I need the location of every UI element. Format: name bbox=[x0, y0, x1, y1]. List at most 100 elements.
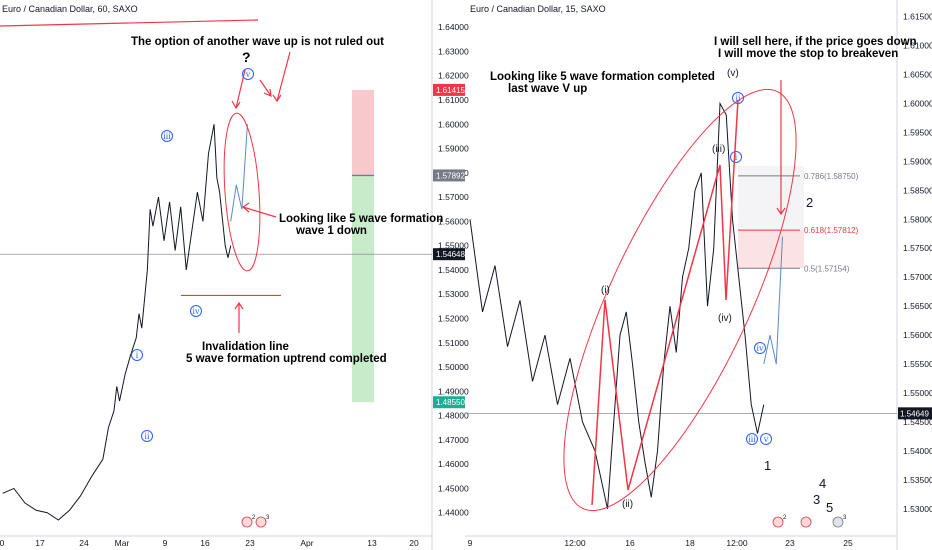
left-y-tick: 1.49000 bbox=[438, 386, 469, 396]
annotation-sell: I will sell here, if the price goes down bbox=[714, 36, 917, 48]
right-x-tick: 16 bbox=[625, 538, 635, 548]
right-y-tick: 1.61500 bbox=[903, 12, 932, 22]
annotation-last-wave: last wave V up bbox=[508, 83, 587, 95]
right-y-tick: 1.56000 bbox=[903, 330, 932, 340]
left-x-tick: 17 bbox=[35, 538, 45, 548]
fib-label: 0.5(1.57154) bbox=[804, 264, 850, 273]
left-y-tick: 1.48000 bbox=[438, 411, 469, 421]
svg-text:iii: iii bbox=[748, 434, 756, 444]
left-x-tick: 16 bbox=[200, 538, 210, 548]
left-top-trend-line bbox=[0, 19, 259, 27]
right-price-tag-label: 1.54649 bbox=[900, 409, 929, 418]
left-wave-ellipse bbox=[223, 112, 261, 272]
arrow-to-v bbox=[235, 69, 246, 109]
right-y-tick: 1.59500 bbox=[903, 127, 932, 137]
reward-zone bbox=[352, 175, 374, 403]
left-x-ticks: 0 17 24 Mar 9 16 23 Apr 13 20 bbox=[0, 538, 419, 548]
left-y-ticks: 1.64000 1.63000 1.62000 1.61000 1.60000 1.590… bbox=[438, 22, 469, 518]
right-price-tags: 1.5464905:06 bbox=[898, 407, 932, 420]
right-y-tick: 1.57000 bbox=[903, 272, 932, 282]
svg-text:i: i bbox=[136, 350, 139, 360]
left-price-tag-label: 1.48550 bbox=[436, 398, 465, 407]
right-y-tick: 1.61000 bbox=[903, 41, 932, 51]
right-projection-path bbox=[763, 236, 783, 365]
left-y-tick: 1.57000 bbox=[438, 192, 469, 202]
arrowhead bbox=[263, 88, 272, 97]
right-y-tick: 1.53000 bbox=[903, 504, 932, 514]
fib-label: 0.618(1.57812) bbox=[804, 226, 859, 235]
left-y-tick: 1.50000 bbox=[438, 362, 469, 372]
right-y-tick: 1.58500 bbox=[903, 185, 932, 195]
svg-text:3: 3 bbox=[266, 515, 270, 521]
right-y-tick: 1.56500 bbox=[903, 301, 932, 311]
right-x-tick: 18 bbox=[685, 538, 695, 548]
right-wave-ellipse bbox=[563, 88, 797, 512]
left-projection-path bbox=[230, 124, 248, 222]
arrowhead bbox=[272, 94, 282, 103]
left-price-tag-label: 1.57892 bbox=[436, 171, 465, 180]
right-y-tick: 1.55500 bbox=[903, 359, 932, 369]
left-x-tick: 23 bbox=[245, 538, 255, 548]
right-x-tick: 23 bbox=[785, 538, 795, 548]
wave-label-1: 1 bbox=[764, 458, 771, 473]
right-y-tick: 1.57500 bbox=[903, 243, 932, 253]
risk-zone bbox=[352, 89, 374, 176]
wave-label-iv-paren: (iv) bbox=[718, 313, 732, 324]
fib-label: 0.786(1.58750) bbox=[804, 172, 859, 181]
arrow-wave1 bbox=[242, 206, 277, 218]
arrowhead bbox=[241, 202, 250, 213]
right-y-tick: 1.59000 bbox=[903, 156, 932, 166]
wave-label-ii-paren: (ii) bbox=[622, 499, 633, 510]
left-x-tick: Mar bbox=[115, 538, 130, 548]
right-y-tick: 1.58000 bbox=[903, 214, 932, 224]
left-y-tick: 1.64000 bbox=[438, 22, 469, 32]
right-x-tick: 25 bbox=[843, 538, 853, 548]
right-x-ticks: 9 12:00 16 18 12:00 23 25 bbox=[468, 538, 853, 548]
right-price-series bbox=[469, 101, 765, 509]
arrowhead bbox=[231, 100, 241, 110]
wave-label-v-paren: (v) bbox=[727, 68, 739, 79]
left-price-tag bbox=[433, 83, 465, 96]
left-price-tag bbox=[433, 248, 465, 261]
annotation-wave1-down: wave 1 down bbox=[295, 225, 367, 237]
svg-text:ii: ii bbox=[735, 93, 741, 103]
svg-text:v: v bbox=[764, 434, 769, 444]
right-circle-label-ii: ii bbox=[732, 92, 744, 104]
arrowhead bbox=[776, 207, 786, 216]
left-x-tick: 9 bbox=[163, 538, 168, 548]
left-y-tick: 1.61000 bbox=[438, 95, 469, 105]
right-event-badges: 2 3 bbox=[772, 515, 847, 528]
svg-text:2: 2 bbox=[783, 515, 787, 521]
left-x-tick: 20 bbox=[409, 538, 419, 548]
annotation-another-wave: The option of another wave up is not rul… bbox=[131, 36, 384, 48]
left-price-tag-label: 1.54648 bbox=[436, 250, 465, 259]
wave-count-lines bbox=[591, 99, 739, 506]
arrow-to-option bbox=[276, 51, 291, 102]
wave-label-4: 4 bbox=[819, 476, 826, 491]
annotation-right-5wave: Looking like 5 wave formation completed bbox=[490, 71, 715, 83]
left-wave-label-v: v bbox=[242, 68, 254, 80]
svg-text:i: i bbox=[735, 152, 738, 162]
svg-text:ii: ii bbox=[144, 431, 150, 441]
left-wave-label-ii: ii bbox=[141, 430, 153, 442]
left-y-tick: 1.54000 bbox=[438, 265, 469, 275]
right-circle-label-i: i bbox=[730, 151, 742, 163]
right-y-ticks: 1.61500 1.61000 1.60500 1.60000 1.59500 1.590… bbox=[903, 12, 932, 514]
left-y-tick: 1.47000 bbox=[438, 435, 469, 445]
arrowhead bbox=[234, 301, 244, 310]
right-chart-title: Euro / Canadian Dollar, 15, SAXO bbox=[470, 4, 606, 14]
annotation-uptrend-completed: 5 wave formation uptrend completed bbox=[186, 353, 387, 365]
right-circle-label-iii: iii bbox=[746, 433, 758, 445]
right-chart: Euro / Canadian Dollar, 15, SAXO 0.786(1… bbox=[465, 0, 932, 550]
arrow-mid bbox=[259, 79, 272, 97]
left-y-tick: 1.59000 bbox=[438, 144, 469, 154]
svg-text:iii: iii bbox=[163, 131, 171, 141]
annotation-breakeven: I will move the stop to breakeven bbox=[718, 48, 898, 60]
right-y-tick: 1.54000 bbox=[903, 446, 932, 456]
left-x-tick: Apr bbox=[300, 538, 313, 548]
left-y-tick: 1.53000 bbox=[438, 289, 469, 299]
svg-text:3: 3 bbox=[843, 515, 847, 521]
right-x-tick: 12:00 bbox=[564, 538, 586, 548]
right-circle-label-iv: iv bbox=[754, 342, 766, 354]
